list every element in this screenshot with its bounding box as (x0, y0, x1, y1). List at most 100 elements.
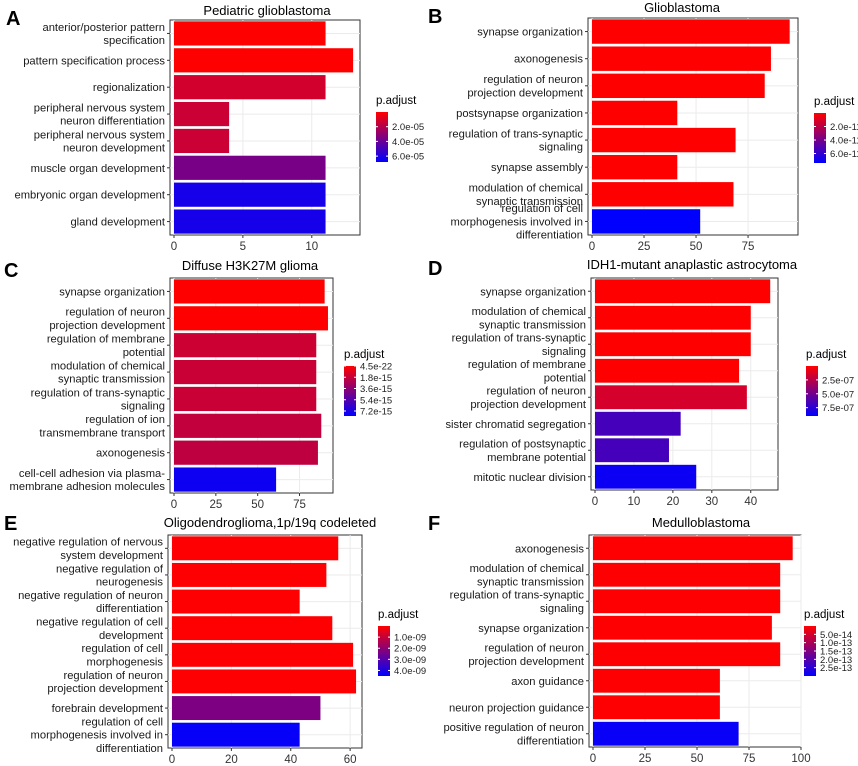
category-label: synapse assembly (491, 162, 583, 174)
bar (593, 536, 793, 561)
bar (174, 155, 326, 180)
panel-title: IDH1-mutant anaplastic astrocytoma (587, 257, 798, 272)
panel-label: E (4, 513, 17, 535)
legend-tick-label: 6.0e-05 (392, 152, 424, 163)
legend-tick-label: 2.0e-09 (394, 644, 426, 655)
x-tick-label: 50 (251, 499, 264, 511)
bar (174, 48, 354, 73)
category-label: forebrain development (52, 703, 164, 715)
category-label: regulation of cell morphogenesis involved… (31, 716, 163, 754)
category-label: synapse organization (478, 623, 584, 635)
panel-title: Glioblastoma (644, 0, 721, 15)
category-label: synapse organization (480, 286, 586, 298)
legend-tick-label: 1.5e-13 (820, 647, 852, 658)
legend-colorbar (806, 366, 818, 416)
x-tick-label: 75 (742, 241, 755, 253)
panel-a: A Pediatric glioblastoma anterior/posterio… (6, 3, 424, 253)
category-label: regulation of cell morphogenesis (82, 643, 164, 668)
category-label: regulation of trans-synaptic signaling (452, 333, 587, 358)
category-label: axon guidance (511, 676, 584, 688)
legend-tick-label: 1.8e-15 (360, 373, 392, 384)
category-label: anterior/posterior pattern specification (42, 22, 165, 47)
category-label: positive regulation of neuron differentia… (443, 722, 584, 747)
bar (172, 722, 300, 747)
panel-label: F (428, 513, 440, 535)
category-label: neuron projection guidance (449, 702, 584, 714)
category-label: regulation of trans-synaptic signaling (31, 387, 166, 412)
x-tick-label: 30 (705, 496, 718, 508)
panel-d: D IDH1-mutant anaplastic astrocytoma synap… (428, 257, 854, 508)
panel-title: Pediatric glioblastoma (203, 3, 331, 18)
category-label: postsynapse organization (456, 108, 583, 120)
legend-title: p.adjust (376, 95, 417, 107)
legend-tick-label: 4.0e-11 (830, 136, 858, 147)
legend-tick-label: 5.4e-15 (360, 395, 392, 406)
legend-tick-label: 4.0e-09 (394, 666, 426, 677)
bar (593, 589, 781, 614)
bar (174, 359, 317, 385)
x-tick-label: 60 (344, 754, 357, 766)
x-tick-label: 0 (169, 754, 175, 766)
bar (593, 668, 720, 693)
bar (174, 279, 325, 304)
category-label: regulation of membrane potential (468, 359, 586, 384)
legend-title: p.adjust (378, 609, 419, 621)
legend-tick-label: 5.0e-14 (820, 630, 852, 641)
category-label: regionalization (93, 82, 165, 94)
category-label: modulation of chemical synaptic transmiss… (470, 563, 584, 588)
category-label: negative regulation of nervous system dev… (13, 537, 164, 562)
category-label: sister chromatid segregation (445, 419, 586, 431)
x-tick-label: 50 (690, 241, 703, 253)
panel-b: B Glioblastoma synapse organization axonoge… (428, 0, 858, 253)
x-tick-label: 20 (225, 754, 238, 766)
category-label: pattern specification process (23, 55, 165, 67)
legend-colorbar (804, 626, 816, 676)
legend-tick-label: 3.0e-09 (394, 655, 426, 666)
x-tick-label: 0 (590, 753, 596, 765)
bar (593, 642, 781, 667)
category-label: regulation of membrane potential (47, 334, 165, 359)
bar (592, 100, 678, 126)
x-tick-label: 25 (209, 499, 222, 511)
x-tick-label: 5 (240, 241, 246, 253)
bar (595, 438, 669, 463)
category-label: negative regulation of cell development (36, 617, 164, 642)
x-tick-label: 0 (592, 496, 598, 508)
panel-label: C (4, 260, 18, 282)
legend-tick-label: 3.6e-15 (360, 384, 392, 395)
x-tick-label: 20 (666, 496, 679, 508)
category-label: regulation of neuron projection developme… (468, 643, 585, 668)
bar (595, 279, 771, 304)
bar (595, 464, 697, 489)
category-label: regulation of trans-synaptic signaling (450, 590, 585, 615)
panel-f: F Medulloblastoma axonogenesis modulation o… (428, 513, 852, 765)
category-label: negative regulation of neurogenesis (56, 563, 164, 588)
panel-title: Oligodendroglioma,1p/19q codeleted (164, 515, 377, 530)
x-tick-label: 40 (744, 496, 757, 508)
x-tick-label: 25 (638, 241, 651, 253)
legend-colorbar (376, 112, 388, 162)
bar (174, 209, 326, 234)
bar (595, 385, 747, 410)
category-label: gland development (70, 217, 165, 229)
legend-colorbar (344, 366, 356, 416)
legend-title: p.adjust (344, 349, 385, 361)
category-label: regulation of ion transmembrane transport (39, 414, 165, 439)
bar (174, 182, 326, 207)
bar (174, 101, 230, 127)
bar (592, 127, 736, 153)
category-label: modulation of chemical synaptic transmiss… (51, 360, 165, 385)
bar (172, 669, 357, 694)
bar (174, 306, 328, 331)
panel-label: A (6, 8, 20, 30)
bar (174, 413, 322, 438)
bar (592, 182, 734, 207)
bar (174, 386, 317, 412)
bar (592, 46, 771, 71)
category-label: negative regulation of neuron differentia… (18, 590, 163, 615)
legend-tick-label: 7.2e-15 (360, 407, 392, 418)
legend-tick-label: 2.0e-05 (392, 122, 424, 133)
category-label: modulation of chemical synaptic transmiss… (469, 183, 583, 208)
x-tick-label: 40 (284, 754, 297, 766)
category-label: cell-cell adhesion via plasma-membrane a… (10, 468, 166, 493)
